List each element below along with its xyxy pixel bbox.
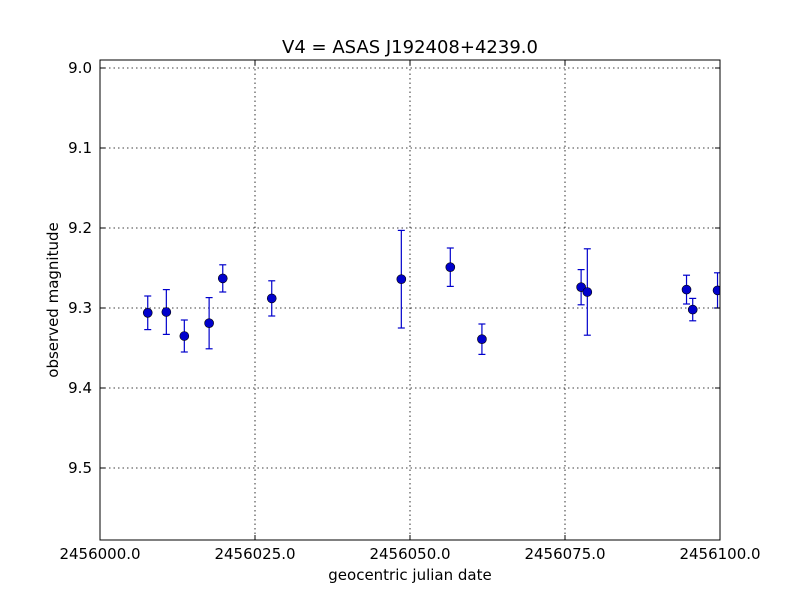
- x-tick-label: 2456025.0: [214, 545, 295, 563]
- y-tick-label: 9.5: [68, 459, 92, 477]
- data-point: [161, 307, 172, 317]
- y-tick-label: 9.1: [68, 139, 92, 157]
- data-point: [396, 274, 407, 285]
- data-point: [142, 307, 153, 318]
- data-point: [681, 284, 692, 295]
- data-point: [266, 293, 277, 304]
- x-tick-label: 2456050.0: [369, 545, 450, 563]
- data-point: [582, 287, 593, 297]
- chart-title: V4 = ASAS J192408+4239.0: [282, 37, 538, 58]
- x-tick-label: 2456075.0: [524, 545, 605, 563]
- y-tick-label: 9.3: [68, 299, 92, 317]
- y-tick-label: 9.0: [68, 59, 92, 77]
- x-tick-label: 2456000.0: [59, 545, 140, 563]
- data-point: [204, 318, 214, 329]
- data-series: [142, 229, 720, 355]
- x-axis-label: geocentric julian date: [328, 566, 491, 584]
- data-point: [712, 285, 720, 296]
- y-tick-label: 9.2: [68, 219, 92, 237]
- y-tick-label: 9.4: [68, 379, 92, 397]
- data-point: [217, 273, 228, 284]
- data-point: [477, 334, 487, 345]
- y-axis-label: observed magnitude: [44, 222, 62, 377]
- x-tick-label: 2456100.0: [679, 545, 760, 563]
- grid: [100, 60, 720, 540]
- data-point: [445, 262, 456, 273]
- data-point: [179, 331, 190, 341]
- axis-ticks: 2456000.0 2456025.0 2456050.0 2456075.0 2456…: [59, 59, 760, 563]
- data-point: [687, 304, 698, 315]
